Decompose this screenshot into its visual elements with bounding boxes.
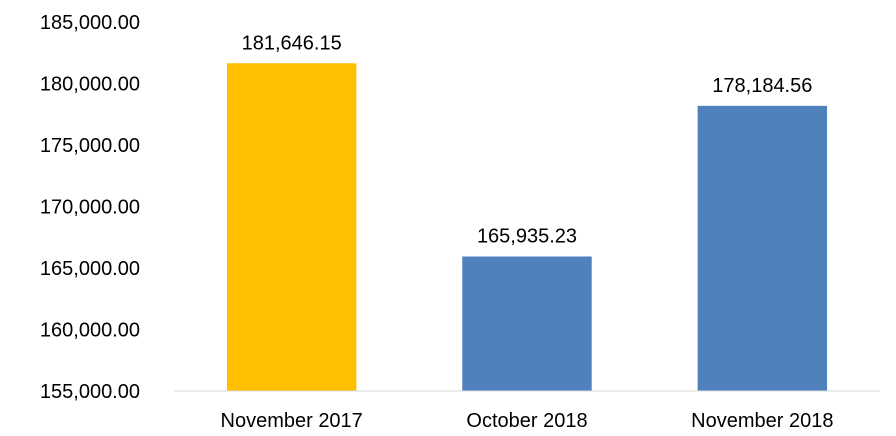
bars [226,63,828,392]
y-tick-label: 170,000.00 [40,197,140,219]
x-axis-tick-labels: November 2017 October 2018 November 2018 [221,410,834,432]
y-tick-label: 180,000.00 [40,74,140,96]
bar-value-label: 165,935.23 [477,225,577,247]
y-axis-tick-labels: 155,000.00 160,000.00 165,000.00 170,000.00… [40,12,140,403]
y-tick-label: 165,000.00 [40,258,140,280]
bar [226,63,357,392]
y-tick-label: 175,000.00 [40,135,140,157]
bar-value-label: 181,646.15 [242,32,342,54]
y-tick-label: 185,000.00 [40,12,140,34]
x-tick-label: November 2018 [691,410,833,432]
bar [462,256,592,391]
bar [697,105,828,392]
y-tick-label: 155,000.00 [40,381,140,403]
data-labels: 181,646.15 165,935.23 178,184.56 [242,32,813,247]
bar-value-label: 178,184.56 [712,75,812,97]
x-tick-label: November 2017 [221,410,363,432]
x-tick-label: October 2018 [466,410,587,432]
y-tick-label: 160,000.00 [40,320,140,342]
